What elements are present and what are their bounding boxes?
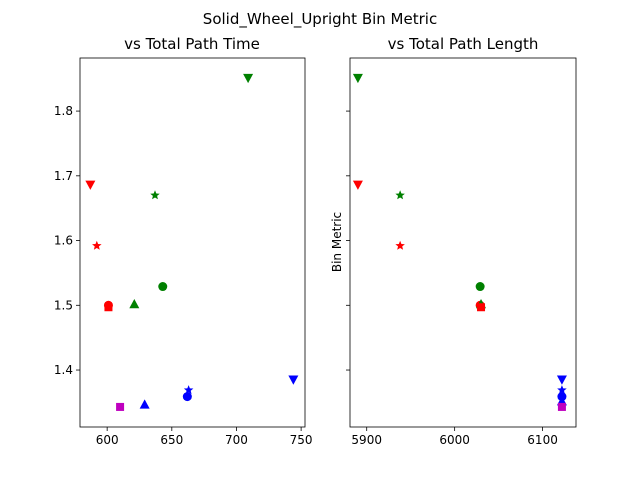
- data-point-triangle-up: [139, 399, 150, 409]
- data-point-triangle-down: [288, 375, 299, 385]
- data-point-triangle-down: [556, 375, 567, 385]
- y-tick-label: 1.5: [54, 298, 73, 312]
- x-tick-label: 700: [225, 433, 248, 447]
- data-point-star: [395, 240, 405, 250]
- axes-frame: [79, 57, 306, 428]
- y-tick-label: 1.4: [54, 363, 73, 377]
- data-point-square: [104, 303, 113, 312]
- data-point-triangle-down: [352, 73, 363, 84]
- right-panel-ylabel: Bin Metric: [330, 212, 344, 272]
- data-point-triangle-up: [129, 299, 140, 309]
- x-tick-label: 650: [160, 433, 183, 447]
- data-point-triangle-down: [243, 73, 254, 84]
- y-tick-label: 1.7: [54, 169, 73, 183]
- data-point-star: [557, 385, 567, 395]
- data-point-square: [477, 303, 486, 312]
- right-scatter-panel: 5900 6000 6100: [346, 57, 577, 447]
- axes-frame: [349, 57, 577, 428]
- data-point-circle: [475, 282, 485, 292]
- data-point-square: [116, 402, 125, 411]
- x-tick-label: 6100: [527, 433, 558, 447]
- data-point-star: [183, 385, 194, 395]
- data-point-star: [92, 240, 102, 250]
- data-point-square: [557, 402, 566, 411]
- data-point-circle: [182, 392, 192, 402]
- data-point-triangle-down: [85, 180, 96, 190]
- x-tick-label: 750: [290, 433, 313, 447]
- y-tick-label: 1.6: [54, 234, 73, 248]
- x-tick-label: 5900: [351, 433, 382, 447]
- left-panel-title: vs Total Path Time: [124, 35, 260, 53]
- right-panel-title: vs Total Path Length: [388, 35, 539, 53]
- y-tick-label: 1.8: [54, 104, 73, 118]
- x-tick-label: 600: [96, 433, 119, 447]
- x-tick-label: 6000: [439, 433, 470, 447]
- data-point-star: [395, 190, 405, 200]
- data-point-star: [150, 190, 160, 200]
- figure-suptitle: Solid_Wheel_Upright Bin Metric: [203, 10, 437, 29]
- left-scatter-panel: 600 650 700 750 1.4 1.5 1.6 1.7 1.8: [54, 57, 313, 447]
- data-point-circle: [158, 282, 168, 292]
- data-point-triangle-down: [352, 180, 363, 190]
